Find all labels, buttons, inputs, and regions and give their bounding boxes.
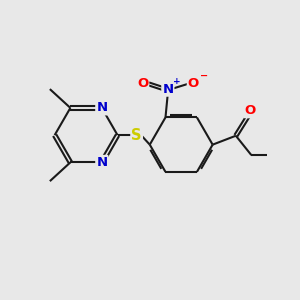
Text: N: N <box>162 83 173 96</box>
Text: −: − <box>200 70 208 80</box>
Text: N: N <box>96 156 107 169</box>
Text: O: O <box>188 77 199 90</box>
Text: O: O <box>137 77 148 90</box>
Text: N: N <box>96 101 107 114</box>
Text: +: + <box>172 77 180 86</box>
Text: S: S <box>131 128 142 142</box>
Text: O: O <box>245 104 256 117</box>
